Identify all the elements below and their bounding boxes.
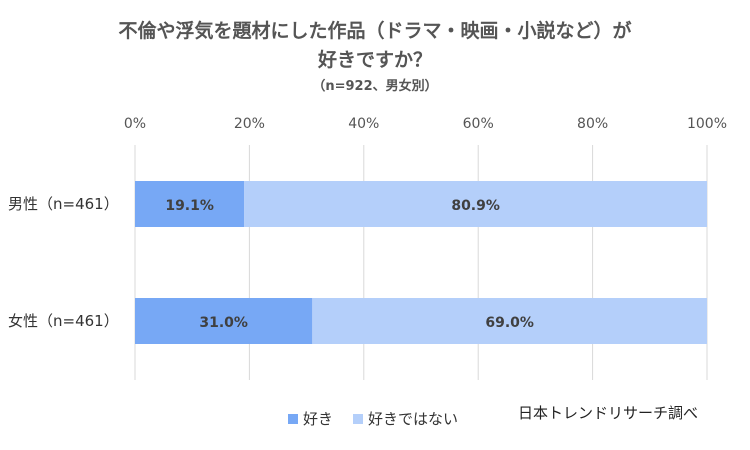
category-label-1: 女性（n=461） bbox=[8, 312, 119, 330]
bar-0-0 bbox=[135, 181, 245, 227]
legend: 好き 好きではない bbox=[288, 408, 478, 429]
legend-item-dislike: 好きではない bbox=[353, 408, 458, 429]
x-tick-label-4: 80% bbox=[577, 116, 608, 132]
chart-title-line-2: 好きですか？ bbox=[317, 49, 432, 71]
bar-1-1 bbox=[312, 298, 707, 344]
legend-label-like: 好き bbox=[303, 410, 334, 428]
x-tick-label-1: 20% bbox=[234, 116, 265, 132]
chart-subtitle: （n=922、男女別） bbox=[312, 79, 438, 94]
data-label-1-1: 69.0% bbox=[485, 315, 534, 331]
category-label-0: 男性（n=461） bbox=[8, 195, 119, 213]
x-tick-label-0: 0% bbox=[124, 116, 146, 132]
x-tick-label-3: 60% bbox=[463, 116, 494, 132]
legend-swatch-dislike bbox=[353, 413, 364, 424]
data-label-0-1: 31.0% bbox=[199, 315, 248, 331]
legend-swatch-like bbox=[288, 413, 298, 424]
legend-label-dislike: 好きではない bbox=[368, 410, 459, 428]
chart-title-line-1: 不倫や浮気を題材にした作品（ドラマ・映画・小説など）が bbox=[118, 20, 632, 42]
x-tick-label-2: 40% bbox=[348, 116, 379, 132]
bar-0-1 bbox=[135, 298, 313, 344]
data-label-0-0: 19.1% bbox=[165, 198, 214, 214]
x-tick-label-5: 100% bbox=[687, 116, 727, 132]
bar-1-0 bbox=[244, 181, 707, 227]
legend-item-like: 好き bbox=[288, 408, 333, 429]
data-label-1-0: 80.9% bbox=[451, 198, 500, 214]
source-note: 日本トレンドリサーチ調べ bbox=[518, 404, 699, 422]
